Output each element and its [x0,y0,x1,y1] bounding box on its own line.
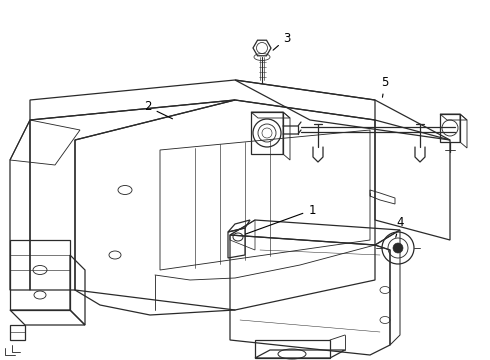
Circle shape [393,243,403,253]
Text: 5: 5 [381,76,389,97]
Text: 3: 3 [273,31,291,50]
Text: 1: 1 [245,203,316,234]
Text: 2: 2 [144,100,172,119]
Text: 4: 4 [396,216,404,237]
